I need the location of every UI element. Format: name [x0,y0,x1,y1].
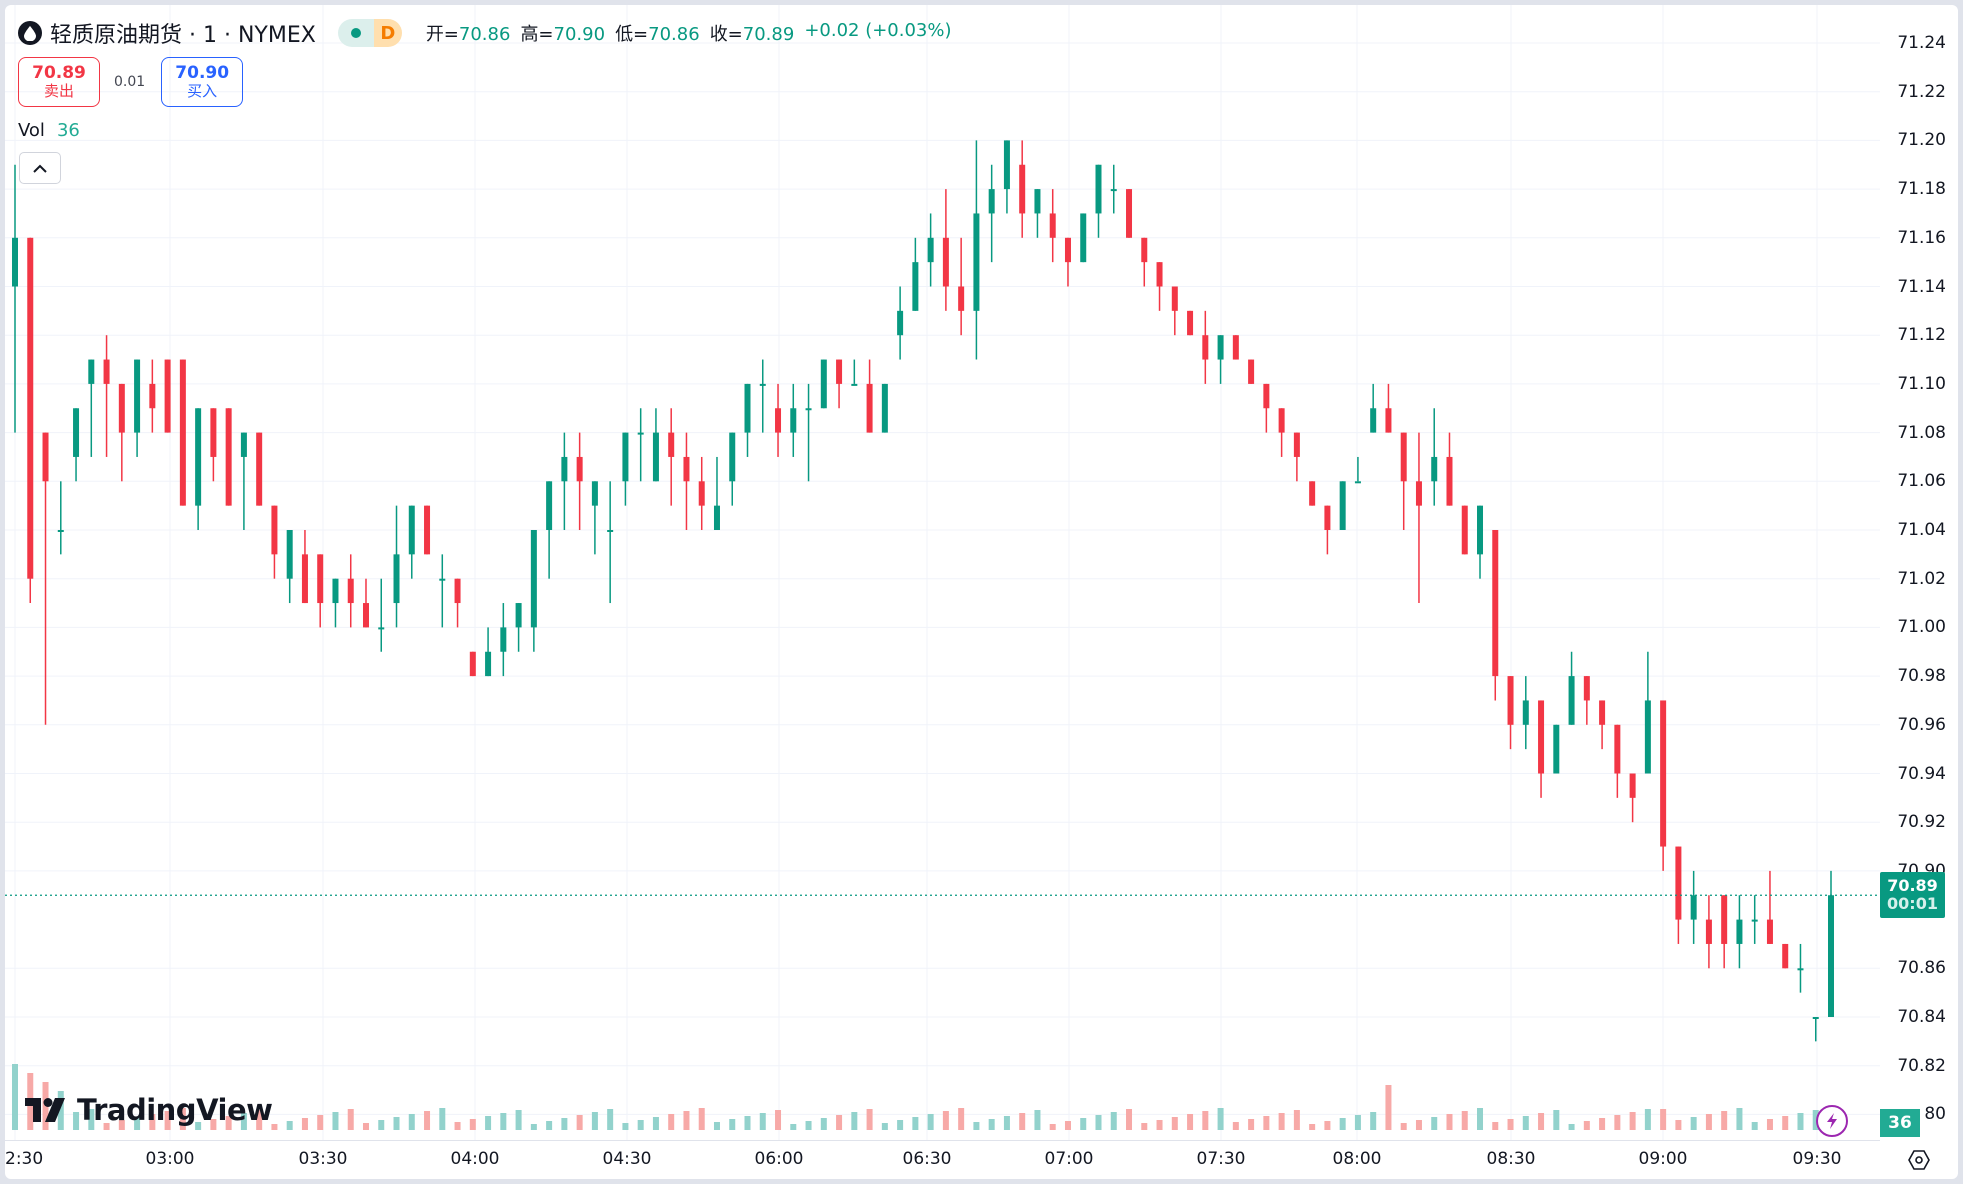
chart-window: 轻质原油期货 · 1 · NYMEX D 开=70.86 高=70.90 低=7… [5,5,1958,1179]
sell-button[interactable]: 70.89 卖出 [18,57,100,107]
time-tick-label: 08:30 [1486,1149,1536,1169]
time-tick-label: 06:00 [754,1149,804,1169]
tradingview-logo-text: TradingView [77,1093,273,1127]
buy-button[interactable]: 70.90 买入 [161,57,244,107]
symbol-legend: 轻质原油期货 · 1 · NYMEX D 开=70.86 高=70.90 低=7… [18,17,952,49]
price-tick-label: 70.92 [1897,812,1946,833]
time-tick-label: 09:30 [1792,1149,1842,1169]
lightning-icon [1827,1113,1837,1129]
oil-drop-icon [18,21,42,45]
candlestick-chart[interactable] [5,5,1880,1140]
sell-price: 70.89 [32,63,86,84]
trade-buttons: 70.89 卖出 0.01 70.90 买入 [18,57,244,107]
high-value: 70.90 [553,24,606,45]
price-tick-label: 71.06 [1897,471,1946,492]
price-tick-label: 70.86 [1897,958,1946,979]
settings-hexagon-icon [1908,1149,1930,1170]
time-tick-label: 04:30 [602,1149,652,1169]
price-tick-label: 71.16 [1897,227,1946,248]
price-tick-label: 71.04 [1897,520,1946,540]
time-tick-label: 08:00 [1332,1149,1382,1169]
price-tick-label: 71.20 [1897,130,1946,151]
time-tick-label: 06:30 [902,1149,952,1169]
price-tick-label: 70.82 [1897,1055,1946,1076]
price-tick-label: 71.22 [1897,81,1946,102]
price-tick-label: 71.14 [1897,276,1946,297]
price-tick-label: 71.12 [1897,325,1946,346]
time-tick-label: 03:30 [298,1149,348,1169]
price-tick-label: 71.10 [1897,373,1946,394]
low-value: 70.86 [648,24,700,45]
volume-label: Vol [18,120,45,141]
time-tick-label: 09:00 [1638,1149,1688,1169]
chart-plot-area[interactable]: 轻质原油期货 · 1 · NYMEX D 开=70.86 高=70.90 低=7… [5,5,1880,1140]
price-tick-label: 70.94 [1897,763,1946,784]
lightning-button[interactable] [1816,1105,1848,1137]
chevron-up-icon [33,164,47,173]
spread-value: 0.01 [114,74,146,90]
price-tick-label: 70.84 [1897,1007,1946,1027]
price-tick-label: 71.02 [1897,568,1946,589]
buy-price: 70.90 [175,63,230,84]
close-label: 收= [709,24,743,45]
bar-countdown: 00:01 [1887,894,1938,914]
close-value: 70.89 [742,24,795,45]
current-price-badge: 70.89 00:01 [1880,872,1945,919]
volume-legend[interactable]: Vol 36 [18,120,80,141]
open-value: 70.86 [458,24,511,45]
symbol-title[interactable]: 轻质原油期货 · 1 · NYMEX [50,23,316,48]
tradingview-logo[interactable]: TradingView [25,1093,273,1127]
price-tick-label: 71.08 [1897,422,1946,443]
current-price-value: 70.89 [1887,875,1938,895]
ohlc-values: 开=70.86 高=70.90 低=70.86 收=70.89 +0.02 (+… [426,20,952,46]
change-value: +0.02 (+0.03%) [804,20,952,41]
price-tick-label: 71.24 [1897,33,1946,53]
current-volume-badge: 36 [1880,1109,1920,1137]
volume-value: 36 [56,120,80,141]
time-axis[interactable]: 2:30 03:00 03:30 04:00 04:30 06:00 06:30 07:00 0… [5,1140,1880,1179]
high-label: 高= [520,24,554,45]
buy-label: 买入 [187,82,218,101]
price-tick-label: 70.96 [1897,714,1946,735]
sell-label: 卖出 [43,82,74,101]
collapse-legend-button[interactable] [19,152,61,184]
time-tick-label: 03:00 [145,1149,195,1169]
time-tick-label: 07:30 [1196,1149,1246,1169]
low-label: 低= [615,24,649,45]
price-axis[interactable]: 71.24 71.22 71.20 71.18 71.16 71.14 71.12 71.10… [1880,5,1958,1140]
price-tick-label: 80 [1924,1104,1946,1125]
price-tick-label: 71.00 [1897,617,1946,638]
time-tick-label: 07:00 [1044,1149,1094,1169]
market-open-dot-icon [337,19,374,47]
tradingview-logo-icon [25,1098,65,1122]
market-status-pill[interactable]: D [337,19,402,47]
open-label: 开= [425,24,459,45]
time-tick-label: 2:30 [5,1149,44,1169]
chart-settings-button[interactable] [1880,1140,1958,1179]
price-tick-label: 71.18 [1897,179,1946,200]
price-tick-label: 70.98 [1897,666,1946,687]
delayed-data-badge: D [373,19,402,47]
time-tick-label: 04:00 [450,1149,500,1169]
